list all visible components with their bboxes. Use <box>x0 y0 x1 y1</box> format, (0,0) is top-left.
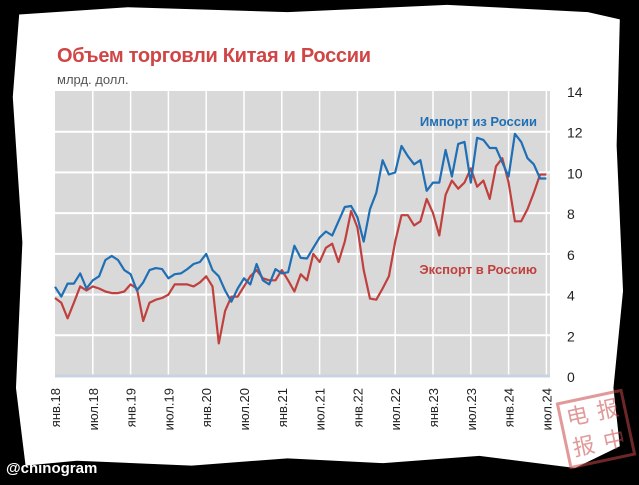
watermark-handle: @chinogram <box>6 460 98 477</box>
x-tick-label: июл.18 <box>86 388 101 430</box>
x-tick-label: июл.24 <box>539 388 554 430</box>
y-tick-label: 6 <box>567 247 575 263</box>
stamp-char: 中 <box>600 425 628 455</box>
y-tick-label: 10 <box>567 165 583 181</box>
series-line <box>54 132 547 303</box>
x-tick-label: янв.23 <box>426 388 441 427</box>
legend-label: Экспорт в Россию <box>419 262 537 277</box>
x-tick-label: июл.23 <box>464 388 479 430</box>
x-tick-label: янв.20 <box>199 388 214 427</box>
y-tick-label: 0 <box>567 369 575 385</box>
x-tick-label: июл.21 <box>313 388 328 430</box>
y-tick-label: 8 <box>567 206 575 222</box>
x-tick-label: янв.18 <box>48 388 63 427</box>
x-tick-label: янв.22 <box>350 388 365 427</box>
seal-stamp: 电 报 报 中 <box>555 388 637 470</box>
y-tick-label: 14 <box>567 84 583 100</box>
x-tick-label: янв.21 <box>275 388 290 427</box>
x-tick-label: янв.19 <box>124 388 139 427</box>
y-axis-unit: млрд. долл. <box>57 72 129 87</box>
x-tick-label: июл.19 <box>161 388 176 430</box>
legend-label: Импорт из России <box>420 114 537 129</box>
x-tick-label: июл.22 <box>388 388 403 430</box>
plot-area <box>55 91 550 376</box>
y-tick-label: 2 <box>567 328 575 344</box>
x-tick-label: июл.20 <box>237 388 252 430</box>
chart-title: Объем торговли Китая и России <box>57 45 371 67</box>
y-tick-label: 4 <box>567 288 575 304</box>
y-tick-label: 12 <box>567 125 583 141</box>
x-tick-label: янв.24 <box>502 388 517 427</box>
